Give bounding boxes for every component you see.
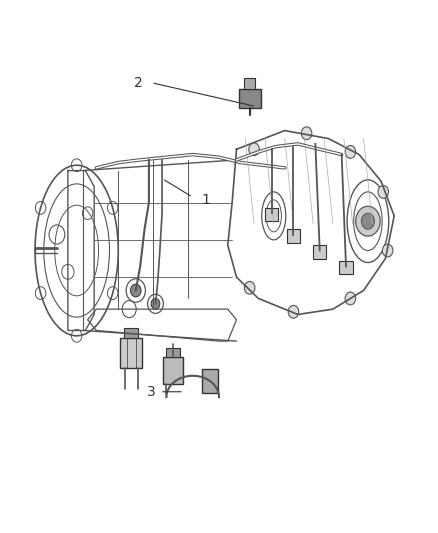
Bar — [287, 229, 300, 243]
Bar — [166, 348, 180, 357]
Bar — [163, 357, 183, 384]
Circle shape — [288, 305, 299, 318]
Bar — [202, 369, 218, 393]
Text: 2: 2 — [134, 76, 142, 90]
Circle shape — [131, 284, 141, 297]
Circle shape — [244, 281, 255, 294]
Circle shape — [356, 206, 380, 236]
Bar — [244, 78, 255, 89]
Bar — [124, 328, 138, 338]
Circle shape — [249, 143, 259, 156]
Text: 3: 3 — [147, 385, 155, 399]
Circle shape — [345, 292, 356, 305]
Circle shape — [301, 127, 312, 140]
Bar — [339, 261, 353, 274]
Bar — [120, 338, 142, 368]
Circle shape — [382, 244, 393, 257]
Circle shape — [361, 213, 374, 229]
Bar — [313, 245, 326, 259]
Bar — [265, 208, 278, 221]
Circle shape — [345, 146, 356, 158]
Circle shape — [151, 298, 160, 309]
Circle shape — [378, 185, 389, 198]
Text: 1: 1 — [201, 193, 210, 207]
Bar — [239, 89, 261, 108]
